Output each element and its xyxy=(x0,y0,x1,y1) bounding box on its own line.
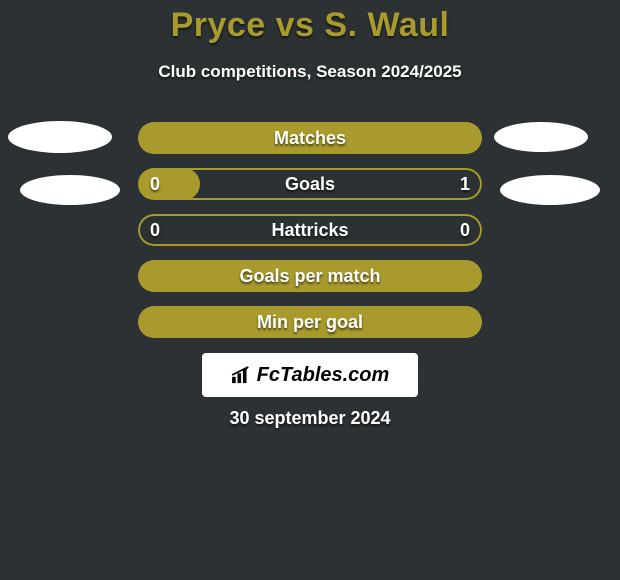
stat-row-hattricks: 0 Hattricks 0 xyxy=(138,214,482,246)
player2-club-placeholder xyxy=(500,175,600,205)
player2-avatar-placeholder xyxy=(494,122,588,152)
player1-club-placeholder xyxy=(20,175,120,205)
stat-row-label: Hattricks xyxy=(138,214,482,246)
stat-row-min-per-goal: Min per goal xyxy=(138,306,482,338)
player1-avatar-placeholder xyxy=(8,121,112,153)
stat-row-right-value: 1 xyxy=(460,168,470,200)
stat-row-border xyxy=(138,214,482,246)
source-logo-box: FcTables.com xyxy=(202,353,418,397)
stat-row-left-value: 0 xyxy=(150,168,160,200)
source-logo-text: FcTables.com xyxy=(257,364,390,387)
comparison-infographic: Pryce vs S. Waul Club competitions, Seas… xyxy=(0,0,620,580)
stat-row-goals-per-match: Goals per match xyxy=(138,260,482,292)
subtitle: Club competitions, Season 2024/2025 xyxy=(0,62,620,82)
stat-rows: Matches 0 Goals 1 0 Hattricks 0 Goals pe… xyxy=(138,122,482,352)
stat-row-right-value: 0 xyxy=(460,214,470,246)
date: 30 september 2024 xyxy=(0,408,620,429)
stat-row-left-value: 0 xyxy=(150,214,160,246)
stat-row-matches: Matches xyxy=(138,122,482,154)
stat-row-fill xyxy=(138,122,482,154)
source-logo: FcTables.com xyxy=(231,364,390,387)
stat-row-fill xyxy=(138,260,482,292)
stat-row-fill xyxy=(138,168,200,200)
bar-chart-icon xyxy=(231,366,253,384)
stat-row-fill xyxy=(138,306,482,338)
title: Pryce vs S. Waul xyxy=(0,6,620,45)
stat-row-goals: 0 Goals 1 xyxy=(138,168,482,200)
